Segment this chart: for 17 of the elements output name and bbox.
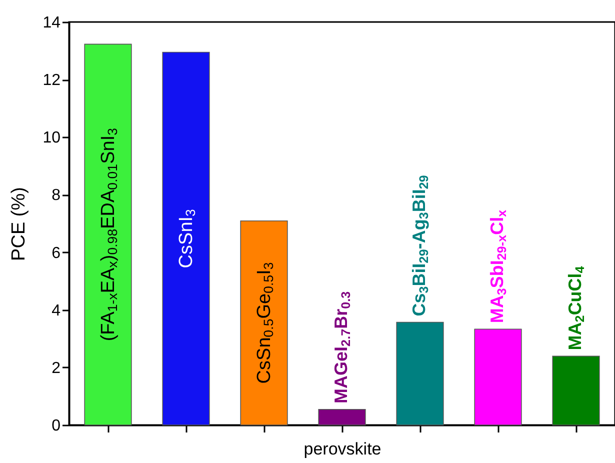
bar <box>474 328 522 426</box>
bar <box>240 220 288 426</box>
bar <box>396 322 444 426</box>
y-tick-label: 2 <box>52 360 61 377</box>
y-tick-label: 4 <box>52 302 61 320</box>
bar <box>84 44 132 426</box>
y-tick-label: 12 <box>42 72 61 90</box>
y-tick-label: 10 <box>42 130 61 147</box>
y-tick-label: 0 <box>52 418 61 434</box>
y-tick-label: 8 <box>52 187 61 204</box>
y-tick-label: 6 <box>52 244 61 262</box>
bar <box>318 409 366 426</box>
x-axis-title: perovskite <box>304 439 382 458</box>
bar <box>162 52 210 426</box>
y-tick-label: 14 <box>42 14 61 32</box>
bar <box>552 356 600 426</box>
y-axis-title: PCE (%) <box>8 187 30 261</box>
